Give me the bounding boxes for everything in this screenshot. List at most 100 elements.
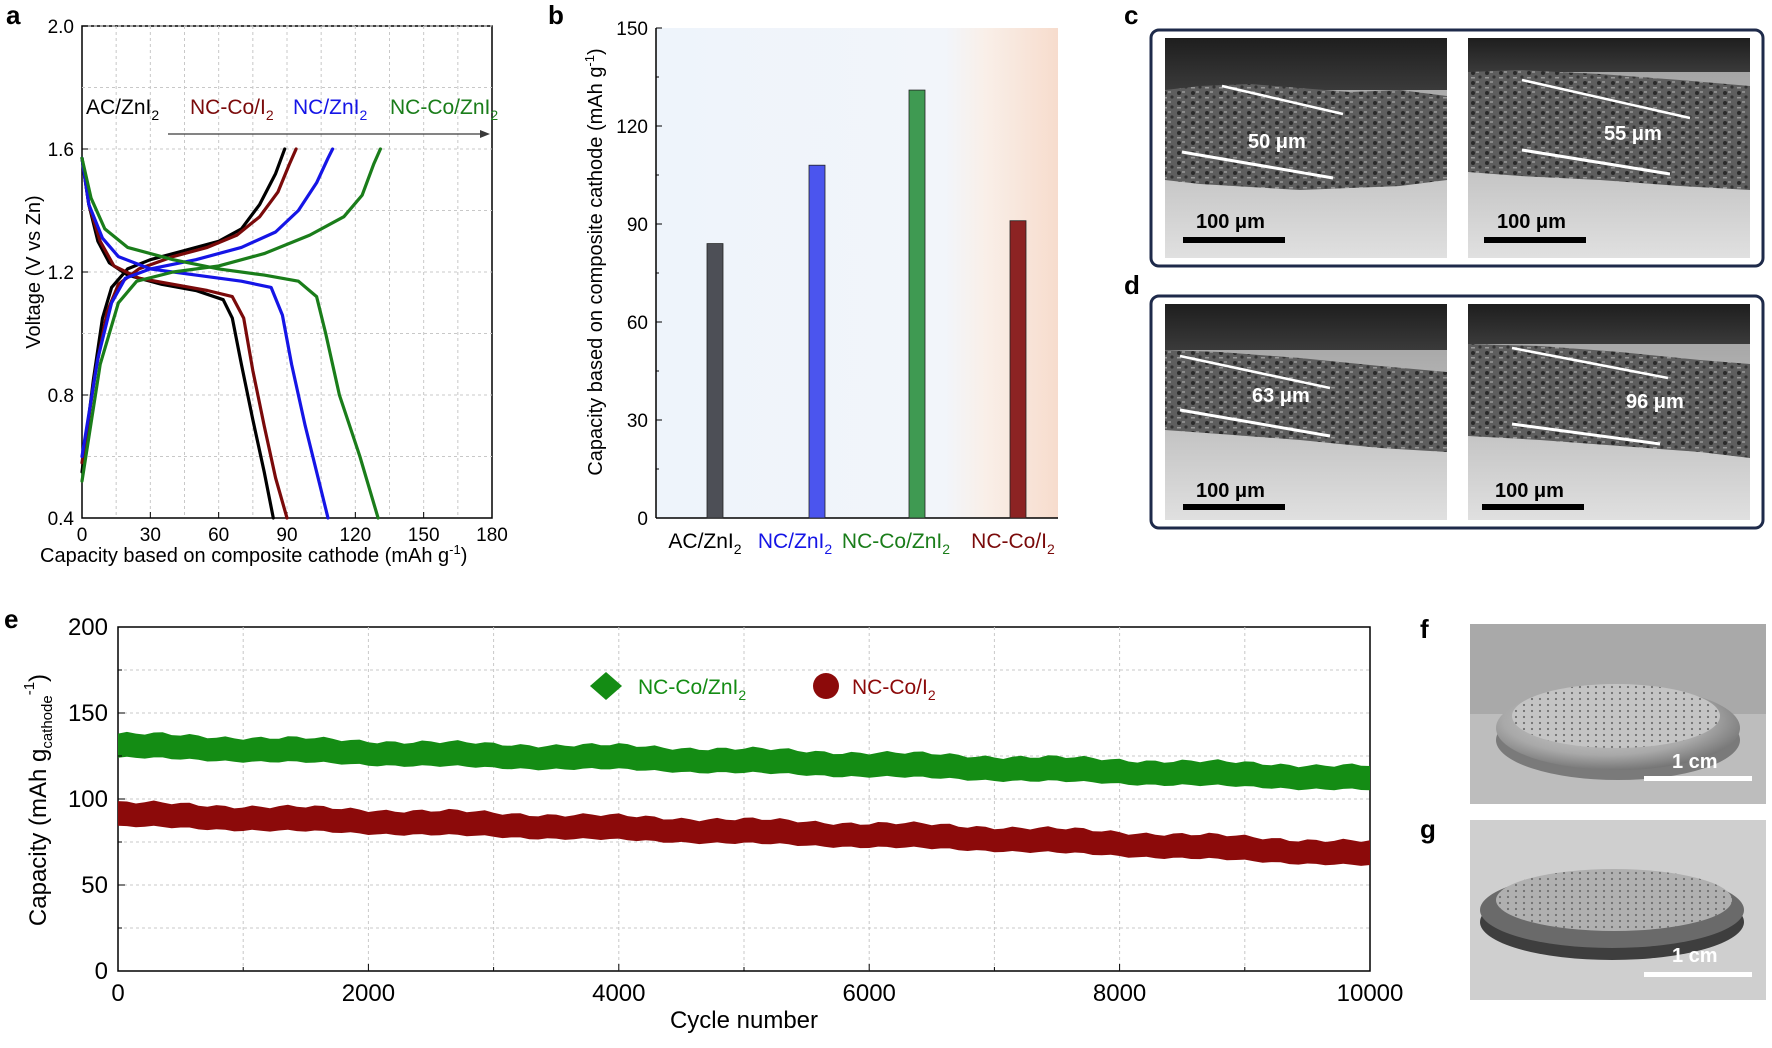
x-tick-label: 6000 <box>843 980 896 1007</box>
cycling-y-axis-label: Capacity (mAh gcathode-1) <box>21 674 56 926</box>
curve-label-text: NC/ZnI <box>293 96 360 119</box>
y-tick-label: 120 <box>616 117 648 138</box>
y-tick-label: 50 <box>81 872 108 899</box>
cycling-chart: 0 2000 4000 6000 8000 10000 0 50 100 150 200 NC-Co… <box>21 614 1403 1034</box>
sem-panel-d: 63 μm 100 μm 96 μm 100 μm <box>1149 294 1765 530</box>
sem-panel-c: 50 μm 100 μm 55 μm 100 μm <box>1149 28 1765 268</box>
cycling-ticks: 0 2000 4000 6000 8000 10000 0 50 100 150 200 <box>68 614 1403 1007</box>
x-tick-label: 90 <box>276 525 297 546</box>
legend-marker-diamond <box>590 672 622 700</box>
x-tick-label: 10000 <box>1337 980 1404 1007</box>
scale-bar-c2: 100 μm <box>1497 211 1566 233</box>
x-tick-label: 150 <box>408 525 440 546</box>
category-label-text: NC-Co/I <box>971 530 1047 553</box>
cycling-x-axis-label: Cycle number <box>670 1007 818 1034</box>
scale-bar-f: 1 cm <box>1672 751 1718 773</box>
x-tick-label: 0 <box>77 525 88 546</box>
scale-bar-d2: 100 μm <box>1495 480 1564 502</box>
sem-image-d2: 96 μm 100 μm <box>1468 304 1750 520</box>
curve-charge <box>80 147 287 474</box>
y-tick-label: 100 <box>68 786 108 813</box>
bar <box>1009 220 1027 519</box>
x-tick-label: 30 <box>140 525 161 546</box>
category-label-text: AC/ZnI <box>668 530 733 553</box>
curve-discharge <box>80 156 289 520</box>
category-label-text: NC-Co/ZnI <box>842 530 942 553</box>
y-tick-label: 0 <box>637 509 648 530</box>
voltage-x-axis-label: Capacity based on composite cathode (mAh… <box>40 542 467 567</box>
coin-cell-photo-g: 1 cm <box>1470 820 1766 1000</box>
legend-label-ncco-i2: NC-Co/I2 <box>852 676 936 703</box>
y-tick-label: 200 <box>68 614 108 641</box>
curve-discharge <box>80 156 275 520</box>
y-tick-label: 150 <box>616 19 648 40</box>
legend-marker-circle <box>813 673 839 699</box>
scale-bar-g: 1 cm <box>1672 945 1718 967</box>
sem-image-d1: 63 μm 100 μm <box>1165 304 1447 520</box>
panel-label-e: e <box>4 604 18 634</box>
bar-series <box>706 89 1027 519</box>
curve-label-text: NC-Co/I <box>190 96 266 119</box>
curve-label-sub: 2 <box>490 107 498 123</box>
voltage-curve-labels: AC/ZnI2 NC-Co/I2 NC/ZnI2 NC-Co/ZnI2 <box>86 96 498 123</box>
bar <box>908 89 926 519</box>
sem-thickness-d1: 63 μm <box>1252 385 1310 407</box>
x-tick-label: 8000 <box>1093 980 1146 1007</box>
coin-cell-photo-f: 1 cm <box>1470 624 1766 804</box>
y-tick-label: 2.0 <box>48 17 74 38</box>
sem-thickness-c2: 55 μm <box>1604 123 1662 145</box>
scale-bar-d1: 100 μm <box>1196 480 1265 502</box>
y-tick-label: 0 <box>95 958 108 985</box>
x-tick-label: 2000 <box>342 980 395 1007</box>
voltage-ticks: 0 30 60 90 120 150 180 0.4 0.8 1.2 1.6 2.0 <box>48 17 508 546</box>
sem-thickness-d2: 96 μm <box>1626 391 1684 413</box>
sem-image-c2: 55 μm 100 μm <box>1468 38 1750 258</box>
y-tick-label: 1.6 <box>48 140 74 161</box>
curve-label-sub: 2 <box>360 107 368 123</box>
x-tick-label: 180 <box>476 525 508 546</box>
panel-label-a: a <box>6 0 21 30</box>
category-label-sub: 2 <box>734 541 742 557</box>
curve-label-text: NC-Co/ZnI <box>390 96 490 119</box>
panel-label-d: d <box>1124 270 1140 300</box>
x-tick-label: 4000 <box>592 980 645 1007</box>
x-tick-label: 60 <box>208 525 229 546</box>
curve-label: NC-Co/I2 <box>190 96 274 123</box>
legend-label-ncco-zni2: NC-Co/ZnI2 <box>638 676 746 703</box>
y-tick-label: 90 <box>627 215 648 236</box>
category-label-sub: 2 <box>1047 541 1055 557</box>
y-tick-label: 150 <box>68 700 108 727</box>
y-tick-label: 30 <box>627 411 648 432</box>
category-label: NC/ZnI2 <box>758 530 833 557</box>
series-band-diamond <box>118 731 1370 791</box>
category-label: NC-Co/ZnI2 <box>842 530 950 557</box>
panel-label-b: b <box>548 0 564 30</box>
voltage-curves <box>80 147 382 520</box>
y-tick-label: 0.8 <box>48 386 74 407</box>
bar <box>808 164 826 519</box>
curve-label-sub: 2 <box>151 107 159 123</box>
curve-charge <box>80 147 382 483</box>
y-tick-label: 1.2 <box>48 263 74 284</box>
panel-label-c: c <box>1124 0 1138 30</box>
cycling-series <box>118 731 1370 866</box>
curve-label: NC/ZnI2 <box>293 96 368 123</box>
bar-category-labels: AC/ZnI2 NC/ZnI2 NC-Co/ZnI2 NC-Co/I2 <box>668 530 1055 557</box>
sem-thickness-c1: 50 μm <box>1248 131 1306 153</box>
y-tick-label: 60 <box>627 313 648 334</box>
voltage-y-axis-label: Voltage (V vs Zn) <box>23 195 45 348</box>
curve-charge <box>80 147 298 465</box>
y-tick-label: 0.4 <box>48 509 75 530</box>
bar <box>706 243 724 519</box>
x-tick-label: 120 <box>339 525 371 546</box>
category-label-sub: 2 <box>824 541 832 557</box>
direction-arrow-head <box>480 130 490 138</box>
scale-bar-c1: 100 μm <box>1196 211 1265 233</box>
curve-discharge <box>80 156 330 520</box>
series-band-circle <box>118 800 1370 866</box>
bar-y-axis-label: Capacity based on composite cathode (mAh… <box>582 48 607 475</box>
category-label-sub: 2 <box>942 541 950 557</box>
